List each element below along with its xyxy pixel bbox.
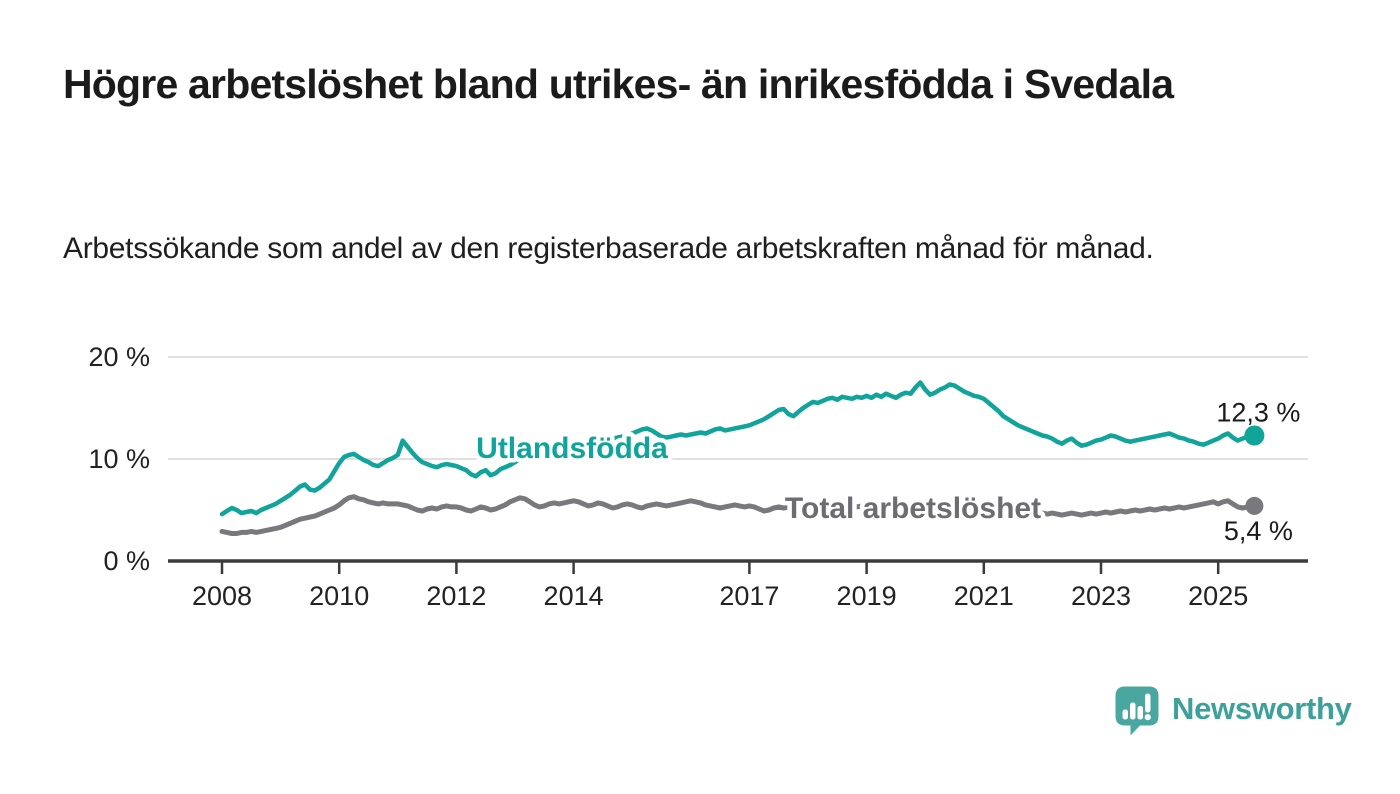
x-tick-label-2021: 2021: [954, 581, 1014, 611]
y-axis-label-10: 10 %: [88, 444, 150, 474]
y-axis-label-20: 20 %: [88, 342, 150, 372]
y-axis-label-0: 0 %: [103, 546, 150, 576]
series-end-dot-total-arbetsl-shet: [1245, 496, 1264, 515]
newsworthy-logo: Newsworthy: [1113, 684, 1352, 738]
newsworthy-logo-text: Newsworthy: [1172, 690, 1352, 726]
x-tick-label-2019: 2019: [837, 581, 897, 611]
x-tick-label-2014: 2014: [544, 581, 604, 611]
series-end-dot-utlandsf-dda: [1244, 425, 1265, 446]
x-tick-label-2008: 2008: [192, 581, 252, 611]
page-title: Högre arbetslöshet bland utrikes- än inr…: [63, 61, 1174, 107]
x-tick-label-2012: 2012: [426, 581, 486, 611]
page-subtitle: Arbetssökande som andel av den registerb…: [63, 232, 1154, 265]
newsworthy-speech-bubble-bar-chart-icon: [1115, 686, 1159, 736]
x-tick-label-2010: 2010: [309, 581, 369, 611]
series-line-total-arbetsl-shet: [219, 494, 1255, 536]
series-label-total-arbetsl-shet: Total arbetslöshet: [785, 492, 1041, 525]
x-tick-label-2017: 2017: [719, 581, 779, 611]
series-label-utlandsf-dda: Utlandsfödda: [476, 432, 668, 465]
series-line-utlandsf-dda: [219, 380, 1255, 517]
x-tick-label-2025: 2025: [1188, 581, 1248, 611]
series-end-value-utlandsf-dda: 12,3 %: [1216, 398, 1300, 428]
x-tick-label-2023: 2023: [1071, 581, 1131, 611]
series-end-value-total-arbetsl-shet: 5,4 %: [1224, 516, 1293, 546]
